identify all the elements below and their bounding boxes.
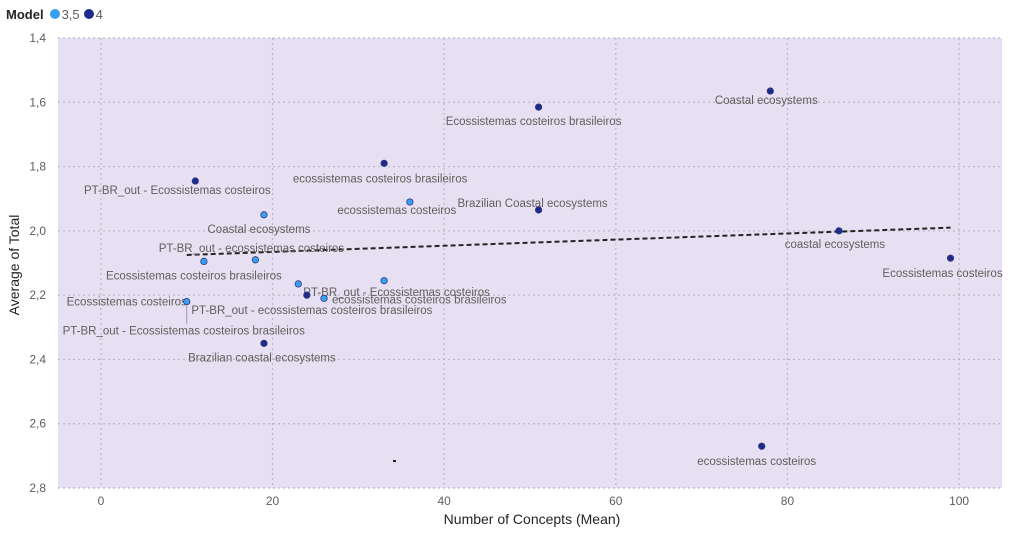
data-point[interactable]	[191, 177, 199, 185]
data-point[interactable]	[183, 297, 191, 306]
point-label: Ecossistemas costeiros brasileiros	[106, 270, 282, 282]
x-tick-label: 0	[98, 494, 105, 508]
data-point[interactable]	[758, 442, 766, 450]
point-label: ecossistemas costeiros brasileiros	[332, 294, 507, 306]
point-label: ecossistemas costeiros	[337, 205, 456, 217]
y-axis-title: Average of Total	[6, 215, 22, 316]
data-point[interactable]	[303, 291, 311, 299]
y-tick-label: 1,6	[29, 95, 46, 109]
point-label: PT-BR_out - Ecossistemas costeiros	[84, 185, 271, 197]
data-point[interactable]	[946, 254, 955, 262]
point-label: coastal ecosystems	[785, 239, 886, 251]
data-point[interactable]	[766, 87, 774, 95]
data-point[interactable]	[835, 227, 843, 235]
point-label: PT-BR_out - Ecossistemas costeiros	[303, 287, 490, 299]
data-point[interactable]	[251, 256, 259, 264]
data-point[interactable]	[260, 211, 268, 219]
legend: Model 3,5 4	[6, 4, 107, 24]
point-label: ecossistemas costeiros	[697, 456, 816, 468]
point-label: Brazilian Coastal ecosystems	[457, 198, 607, 210]
point-labels: ecossistemas costeiros Coastal ecosystems…	[63, 95, 1003, 468]
data-point[interactable]	[260, 339, 268, 347]
legend-marker-3-5	[49, 9, 60, 19]
trendline	[186, 226, 951, 256]
point-label: Coastal ecosystems	[208, 224, 311, 236]
data-point[interactable]	[294, 280, 302, 288]
y-tick-label: 2,6	[29, 417, 46, 431]
point-label: PT-BR_out - ecossistemas costeiros brasi…	[191, 305, 432, 317]
point-label: Brazilian coastal ecosystems	[188, 352, 336, 364]
y-tick-label: 1,4	[29, 31, 46, 45]
data-point[interactable]	[534, 206, 543, 214]
point-label: Coastal ecosystems	[715, 95, 818, 107]
x-tick-label: 100	[949, 494, 969, 508]
x-axis-title: Number of Concepts (Mean)	[444, 511, 621, 527]
legend-label-3-5: 3,5	[61, 6, 80, 22]
data-point[interactable]	[380, 277, 388, 285]
legend-item-4[interactable]: 4	[83, 6, 103, 22]
plot-area	[58, 38, 1002, 488]
data-point[interactable]	[406, 198, 414, 206]
data-point[interactable]	[534, 103, 543, 111]
x-axis-ticks: 0 20 40 60 80 100	[98, 494, 970, 508]
y-tick-label: 2,4	[29, 352, 46, 366]
point-label: Ecossistemas costeiros	[67, 297, 187, 309]
legend-marker-4	[83, 9, 94, 19]
y-tick-label: 2,0	[29, 224, 46, 238]
x-tick-label: 40	[438, 494, 452, 508]
y-tick-label: 2,2	[29, 288, 46, 302]
x-tick-label: 80	[781, 494, 795, 508]
point-label: ecossistemas costeiros brasileiros	[293, 173, 468, 185]
point-label: PT-BR_out - ecossistemas costeiros	[159, 243, 345, 255]
data-points	[183, 87, 955, 450]
y-axis-ticks: 1,4 1,6 1,8 2,0 2,2 2,4 2,6 2,8	[29, 31, 46, 495]
data-point[interactable]	[380, 159, 388, 167]
legend-item-3-5[interactable]: 3,5	[49, 6, 80, 22]
data-point[interactable]	[320, 294, 328, 302]
y-tick-label: 2,8	[29, 481, 46, 495]
x-tick-label: 20	[266, 494, 280, 508]
y-tick-label: 1,8	[29, 160, 46, 174]
gridlines	[58, 37, 1002, 489]
legend-title: Model	[6, 6, 44, 22]
legend-label-4: 4	[95, 6, 103, 22]
point-label: Ecossistemas costeiros brasileiros	[446, 116, 622, 128]
point-label: Ecossistemas costeiros	[882, 268, 1002, 280]
x-tick-label: 60	[609, 494, 623, 508]
point-label: PT-BR_out - Ecossistemas costeiros brasi…	[63, 326, 305, 338]
data-point[interactable]	[200, 257, 208, 265]
